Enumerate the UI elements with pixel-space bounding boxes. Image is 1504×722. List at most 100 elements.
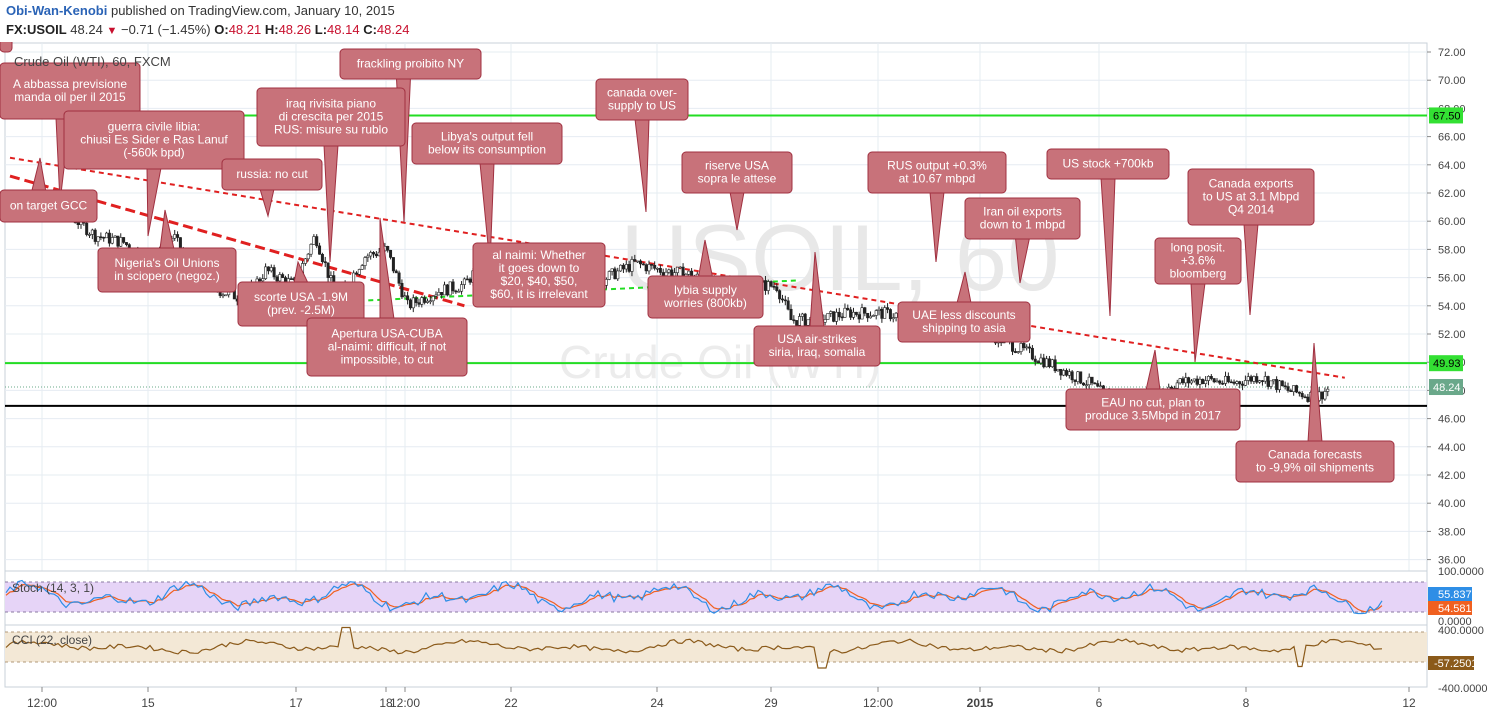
candle-body bbox=[275, 276, 279, 282]
candle-body bbox=[1221, 382, 1225, 385]
publish-info: published on TradingView.com, January 10… bbox=[110, 3, 395, 18]
level-flag-label: 67.50 bbox=[1433, 110, 1461, 122]
candle-body bbox=[266, 266, 270, 272]
annotation-callout: scorte USA -1.9M(prev. -2.5M) bbox=[237, 260, 365, 327]
candle-body bbox=[323, 261, 327, 264]
callout-box bbox=[681, 151, 793, 194]
candle-body bbox=[641, 263, 645, 266]
candle-body bbox=[1045, 358, 1049, 368]
candle-body bbox=[763, 280, 767, 291]
candle-body bbox=[880, 308, 884, 319]
candle-body bbox=[1016, 351, 1020, 353]
callout-box bbox=[1154, 237, 1242, 285]
y-tick-label: 36.00 bbox=[1438, 555, 1466, 567]
candle-body bbox=[1175, 382, 1179, 389]
candle-body bbox=[619, 264, 623, 272]
callout-text: $60, it is irrelevant bbox=[490, 287, 588, 301]
open-label: O: bbox=[214, 22, 229, 37]
callout-box bbox=[867, 151, 1007, 194]
callout-text: riserve USA bbox=[705, 159, 769, 173]
candle-body bbox=[653, 265, 657, 269]
candle-body bbox=[1019, 343, 1023, 352]
candle-body bbox=[1303, 396, 1307, 399]
stoch-d-flag bbox=[1428, 601, 1472, 615]
candle-body bbox=[1056, 368, 1060, 372]
candle-body bbox=[272, 267, 276, 278]
callout-text: frackling proibito NY bbox=[357, 57, 464, 71]
close-value: 48.24 bbox=[376, 22, 410, 37]
candle-body bbox=[278, 274, 282, 282]
y-tick-label: 60.00 bbox=[1438, 216, 1466, 228]
callout-text: it goes down to bbox=[499, 261, 580, 275]
candle-body bbox=[1079, 371, 1083, 384]
candle-body bbox=[417, 302, 421, 305]
candle-body bbox=[1204, 380, 1208, 384]
candle-body bbox=[866, 312, 870, 319]
candle-body bbox=[766, 281, 770, 291]
stoch-k-value: 55.8376 bbox=[1438, 589, 1478, 601]
candle-body bbox=[1283, 385, 1287, 388]
candle-body bbox=[863, 307, 867, 314]
candle-body bbox=[411, 297, 415, 309]
candle-body bbox=[803, 313, 807, 326]
cci-label: CCI (22, close) bbox=[12, 633, 92, 647]
callout-text: siria, iraq, somalia bbox=[769, 345, 866, 359]
callout-text: on target GCC bbox=[10, 199, 88, 213]
down-arrow-icon: ▼ bbox=[106, 25, 118, 37]
callout-box bbox=[1046, 148, 1170, 180]
candle-body bbox=[1229, 381, 1233, 384]
candle-body bbox=[1042, 357, 1046, 368]
candle-body bbox=[650, 264, 654, 266]
callout-box bbox=[897, 301, 1031, 343]
candle-body bbox=[462, 278, 466, 285]
candle-body bbox=[1030, 347, 1034, 360]
callout-text: Canada forecasts bbox=[1268, 448, 1362, 462]
candle-body bbox=[1028, 346, 1032, 349]
candle-body bbox=[389, 249, 393, 258]
candle-body bbox=[840, 316, 844, 319]
candle-body bbox=[1178, 378, 1182, 384]
price-axis[interactable]: 72.0070.0068.0066.0064.0062.0060.0058.00… bbox=[1427, 47, 1466, 567]
callout-text: Nigeria's Oil Unions bbox=[115, 256, 220, 270]
annotation-callout: on target GCC bbox=[0, 157, 98, 223]
candle-body bbox=[221, 294, 225, 297]
candle-body bbox=[281, 274, 285, 278]
candle-body bbox=[778, 290, 782, 300]
callout-text: RUS output +0.3% bbox=[887, 159, 987, 173]
level-flag-label: 49.93 bbox=[1433, 358, 1461, 370]
candle-body bbox=[1050, 359, 1054, 367]
callout-box bbox=[753, 325, 881, 367]
candle-body bbox=[465, 278, 469, 281]
cci-upper-label: 400.0000 bbox=[1438, 625, 1484, 637]
candle-body bbox=[1297, 391, 1301, 394]
callout-box bbox=[0, 42, 13, 53]
cci-line bbox=[5, 626, 1383, 669]
callout-text: Apertura USA-CUBA bbox=[331, 327, 442, 341]
stoch-band bbox=[5, 582, 1427, 612]
candle-body bbox=[673, 272, 677, 277]
candle-body bbox=[360, 265, 364, 270]
candle-body bbox=[318, 245, 322, 255]
candle-body bbox=[792, 319, 796, 322]
candle-body bbox=[860, 307, 864, 320]
candle-body bbox=[289, 278, 293, 280]
callout-text: worries (800kb) bbox=[663, 296, 747, 310]
price-chart[interactable]: USOIL, 60 Crude Oil (WTI) A abbassa prev… bbox=[0, 42, 1504, 722]
annotation-callout: long posit.+3.6%bloomberg bbox=[1154, 237, 1242, 363]
annotation-callout: frackling proibito NY bbox=[339, 48, 482, 223]
candle-body bbox=[1215, 380, 1219, 383]
candle-body bbox=[604, 279, 608, 286]
candle-body bbox=[116, 235, 120, 247]
candle-body bbox=[869, 315, 873, 319]
candle-body bbox=[883, 307, 887, 319]
author-link[interactable]: Obi-Wan-Kenobi bbox=[6, 3, 108, 18]
candle-body bbox=[269, 267, 273, 272]
x-tick-label: 2015 bbox=[967, 696, 994, 710]
